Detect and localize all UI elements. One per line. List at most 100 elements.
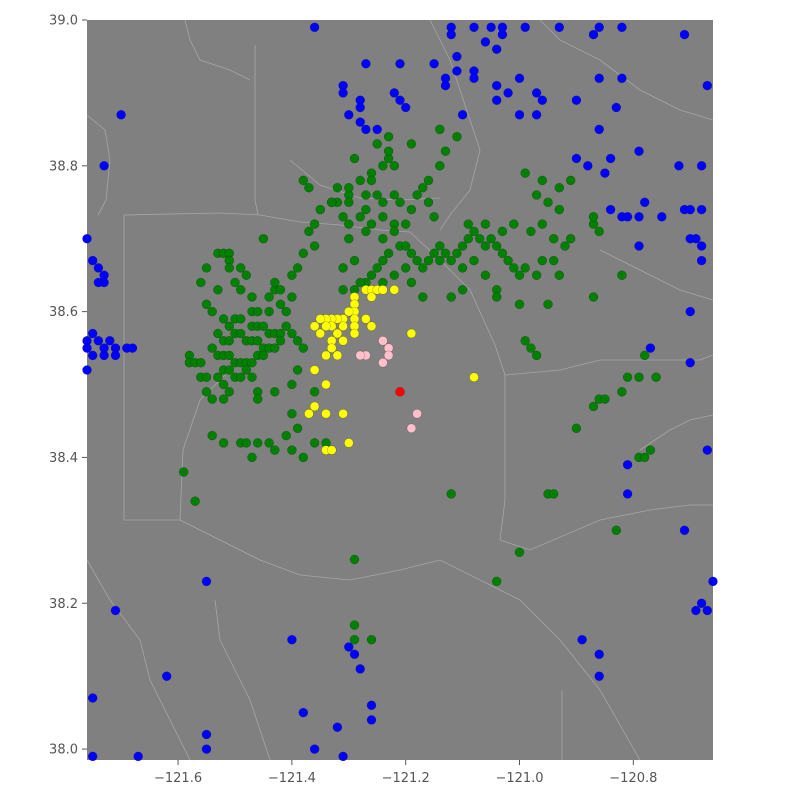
data-point <box>332 350 343 361</box>
data-point <box>344 219 354 229</box>
data-point <box>383 350 394 361</box>
data-point <box>309 401 320 412</box>
data-point <box>338 751 348 762</box>
data-point <box>224 263 235 273</box>
data-point <box>207 394 217 404</box>
data-point <box>99 161 109 171</box>
data-point <box>463 219 474 229</box>
data-point <box>435 161 445 171</box>
data-point <box>491 241 502 251</box>
data-point <box>514 270 525 280</box>
data-point <box>309 438 320 448</box>
data-point <box>315 314 326 324</box>
data-point <box>344 197 354 208</box>
boundary-line <box>639 414 714 451</box>
data-point <box>258 321 269 331</box>
x-axis: −121.6 −121.4 −121.2 −121.0 −120.8 <box>154 760 657 786</box>
data-point <box>503 88 513 98</box>
data-point <box>531 88 542 98</box>
data-point <box>235 372 246 382</box>
data-point <box>446 29 456 40</box>
data-point <box>82 343 92 353</box>
data-point <box>344 110 354 120</box>
data-point <box>298 175 309 186</box>
data-point <box>400 102 411 113</box>
data-point <box>509 263 519 273</box>
data-point <box>400 241 411 251</box>
data-point <box>326 445 337 455</box>
data-point <box>201 576 212 587</box>
data-point <box>605 204 616 215</box>
data-point <box>588 212 599 222</box>
data-point <box>389 190 400 200</box>
boundary-line <box>429 19 481 231</box>
data-point <box>605 153 616 164</box>
data-point <box>110 350 121 361</box>
data-point <box>452 248 462 259</box>
data-point <box>674 161 684 171</box>
data-point <box>344 233 354 244</box>
data-point <box>435 241 445 251</box>
data-point <box>696 161 707 171</box>
data-point <box>651 372 661 382</box>
data-point <box>366 292 377 302</box>
data-point <box>406 328 417 339</box>
data-point <box>349 554 360 565</box>
data-point <box>617 270 627 280</box>
data-point <box>230 277 240 288</box>
data-point <box>486 22 496 33</box>
data-point <box>218 394 229 404</box>
data-point <box>207 306 217 317</box>
data-point <box>594 226 604 237</box>
data-point <box>87 255 98 266</box>
data-point <box>383 131 394 142</box>
data-point <box>639 197 650 208</box>
data-point <box>378 336 388 346</box>
data-point <box>378 161 388 171</box>
data-point <box>594 124 604 135</box>
data-point <box>366 700 377 711</box>
data-point <box>537 95 548 105</box>
x-tick-label: −121.6 <box>154 771 202 786</box>
data-point <box>440 146 451 156</box>
data-point <box>344 182 354 193</box>
data-point <box>469 73 479 84</box>
data-point <box>224 350 235 361</box>
y-tick-label: 38.4 <box>49 451 78 466</box>
data-point <box>531 110 542 120</box>
data-point <box>213 372 223 382</box>
data-point <box>281 321 291 331</box>
data-point <box>685 204 695 215</box>
data-point <box>679 29 690 40</box>
data-point <box>383 146 394 156</box>
data-point <box>446 255 456 266</box>
data-point <box>361 204 371 215</box>
x-tick-label: −120.8 <box>609 771 657 786</box>
data-point <box>446 292 456 302</box>
data-point <box>281 306 291 317</box>
data-point <box>389 161 400 171</box>
data-point <box>446 489 456 499</box>
data-point <box>617 387 627 397</box>
data-point <box>201 299 212 310</box>
data-point <box>611 102 622 113</box>
data-point <box>400 219 411 229</box>
data-point <box>349 649 360 660</box>
data-point <box>190 496 200 506</box>
boundary-line <box>179 519 441 581</box>
data-point <box>594 671 604 681</box>
data-point <box>372 263 382 273</box>
data-point <box>366 634 377 645</box>
data-point <box>201 729 212 740</box>
data-point <box>275 336 286 346</box>
data-point <box>429 58 439 69</box>
data-point <box>452 51 462 62</box>
data-point <box>617 73 627 84</box>
data-point <box>349 255 360 266</box>
data-point <box>252 394 263 404</box>
data-point <box>412 255 422 266</box>
data-point <box>486 233 496 244</box>
data-point <box>207 430 217 441</box>
data-point <box>366 175 377 186</box>
